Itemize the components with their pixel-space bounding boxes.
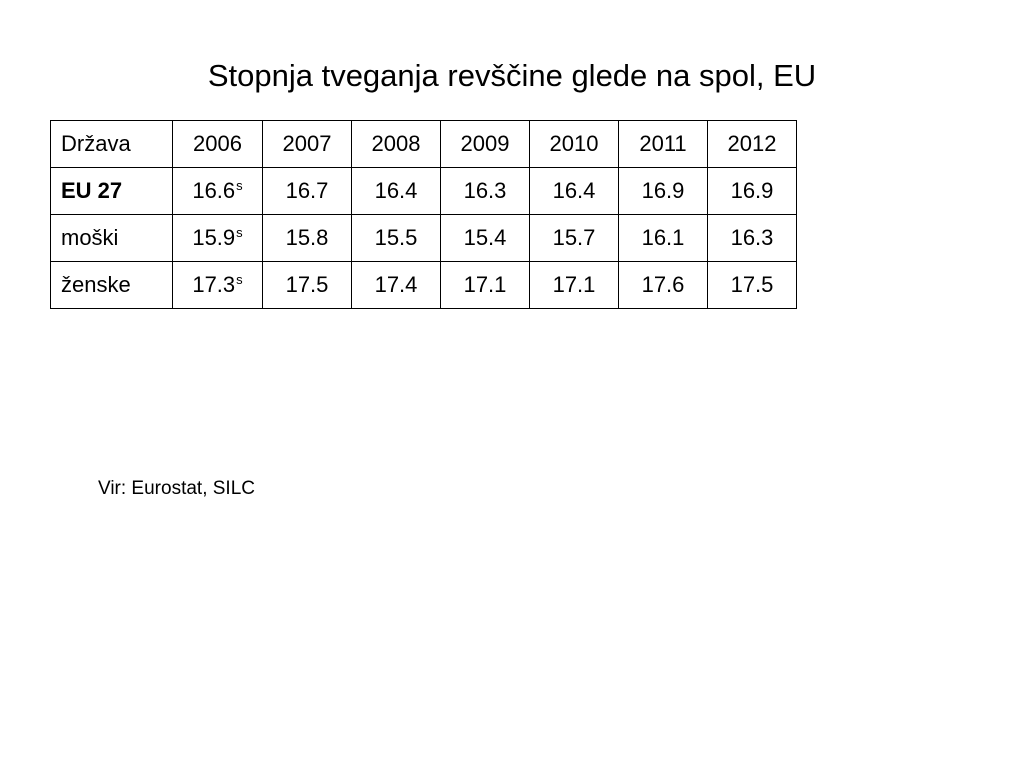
header-cell-2008: 2008: [351, 120, 441, 168]
estimate-flag: s: [236, 178, 243, 193]
table-cell: 16.3: [707, 214, 797, 262]
table-row-women: ženske 17.3s 17.5 17.4 17.1 17.1 17.6 17…: [50, 261, 797, 309]
slide-title: Stopnja tveganja revščine glede na spol,…: [207, 58, 817, 93]
header-cell-2010: 2010: [529, 120, 619, 168]
table-cell: 15.4: [440, 214, 530, 262]
header-cell-2011: 2011: [618, 120, 708, 168]
row-label: EU 27: [50, 167, 173, 215]
table-cell: 16.9: [618, 167, 708, 215]
table-cell: 16.1: [618, 214, 708, 262]
table-cell: 16.4: [351, 167, 441, 215]
table-row-eu27: EU 27 16.6s 16.7 16.4 16.3 16.4 16.9 16.…: [50, 167, 797, 215]
table-cell: 16.7: [262, 167, 352, 215]
table-cell: 15.5: [351, 214, 441, 262]
table-cell: 15.9s: [172, 214, 263, 262]
table-cell: 17.4: [351, 261, 441, 309]
header-cell-2006: 2006: [172, 120, 263, 168]
table-cell: 17.6: [618, 261, 708, 309]
table-cell: 17.3s: [172, 261, 263, 309]
table-cell: 16.4: [529, 167, 619, 215]
header-cell-2009: 2009: [440, 120, 530, 168]
table-cell: 15.8: [262, 214, 352, 262]
header-cell-2007: 2007: [262, 120, 352, 168]
estimate-flag: s: [236, 272, 243, 287]
table-cell: 17.1: [440, 261, 530, 309]
source-note: Vir: Eurostat, SILC: [98, 478, 255, 499]
table-cell: 17.1: [529, 261, 619, 309]
table-row-men: moški 15.9s 15.8 15.5 15.4 15.7 16.1 16.…: [50, 214, 797, 262]
header-cell-2012: 2012: [707, 120, 797, 168]
table-cell: 16.3: [440, 167, 530, 215]
table-cell: 16.9: [707, 167, 797, 215]
table-cell: 17.5: [262, 261, 352, 309]
row-label: ženske: [50, 261, 173, 309]
estimate-flag: s: [236, 225, 243, 240]
table-cell: 15.7: [529, 214, 619, 262]
row-label: moški: [50, 214, 173, 262]
header-cell-country: Država: [50, 120, 173, 168]
table-header-row: Država 2006 2007 2008 2009 2010 2011 201…: [50, 120, 797, 168]
poverty-rate-table: Država 2006 2007 2008 2009 2010 2011 201…: [50, 120, 797, 309]
table-cell: 16.6s: [172, 167, 263, 215]
table-cell: 17.5: [707, 261, 797, 309]
